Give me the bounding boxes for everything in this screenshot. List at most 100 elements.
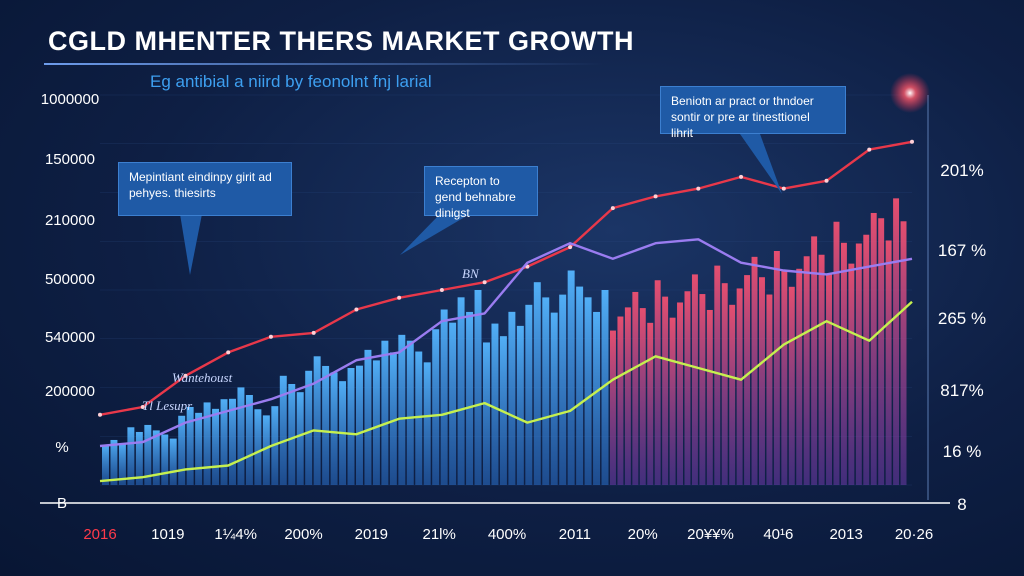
series-point — [696, 186, 701, 191]
left-tick-label: % — [55, 439, 68, 456]
left-tick-label: B — [57, 495, 67, 512]
bar-pink — [721, 283, 728, 485]
bar-blue — [576, 286, 584, 485]
bar-blue — [491, 323, 499, 485]
bar-pink — [677, 302, 683, 485]
series-line-red — [99, 140, 913, 416]
series-point — [268, 334, 273, 339]
bar-pink — [870, 212, 877, 485]
bar-blue — [508, 311, 516, 485]
callout-pointer-2 — [400, 214, 470, 255]
bar-blue — [356, 365, 363, 485]
bar-pink — [781, 269, 788, 485]
bar-blue — [381, 340, 389, 485]
callout-pointer-3 — [740, 134, 782, 194]
bar-blue — [584, 297, 592, 485]
bar-pink — [811, 236, 818, 485]
bar-blue — [542, 297, 550, 485]
bar-pink — [840, 242, 847, 485]
series-point — [610, 206, 615, 211]
x-tick-label: 21l% — [422, 526, 455, 543]
bar-blue — [593, 311, 601, 485]
series-point — [781, 186, 786, 191]
series-point — [910, 139, 914, 144]
bar-blue — [178, 415, 186, 485]
bar-blue — [516, 325, 524, 485]
series-point — [482, 280, 487, 285]
bar-blue — [567, 270, 575, 485]
callout-box-2: Recepton to gend behnabre dinigst — [424, 166, 538, 220]
right-tick-label: 265 % — [938, 309, 986, 328]
series-point — [867, 147, 872, 152]
bar-blue — [152, 430, 160, 485]
x-tick-label: 20¥¥% — [687, 526, 734, 543]
series-point — [439, 288, 444, 292]
bar-pink — [632, 291, 639, 485]
bar-blue — [398, 334, 406, 485]
bar-blue — [144, 424, 152, 485]
bar-pink — [833, 221, 840, 485]
chart-lines — [98, 139, 914, 483]
series-point — [397, 295, 402, 300]
bar-pink — [863, 234, 870, 485]
chart-bars — [102, 198, 907, 486]
x-tick-label: 40¹6 — [763, 526, 793, 543]
left-tick-label: 210000 — [45, 212, 95, 229]
x-tick-label: 200% — [284, 526, 322, 543]
chart-title: CGLD MHENTER THERS MARKET GROWTH — [48, 26, 634, 56]
bar-blue — [110, 439, 118, 485]
bar-pink — [803, 256, 810, 485]
bar-blue — [457, 297, 465, 485]
bar-blue — [127, 427, 135, 485]
series-point — [311, 330, 316, 335]
bar-blue — [169, 438, 177, 485]
bar-blue — [474, 290, 482, 485]
bar-blue — [186, 407, 194, 485]
right-tick-label: 817% — [940, 381, 983, 400]
bar-blue — [254, 409, 262, 485]
left-tick-label: 500000 — [45, 271, 95, 288]
bar-pink — [818, 254, 825, 485]
bar-pink — [647, 322, 654, 485]
chart-subtitle: Eg antibial a niird by feonolnt fnj lari… — [150, 72, 432, 91]
bar-blue — [525, 304, 533, 485]
series-point — [183, 373, 188, 378]
bar-blue — [372, 360, 380, 485]
bar-blue — [559, 294, 567, 485]
bar-pink — [610, 330, 616, 485]
bar-blue — [432, 329, 440, 485]
bar-pink — [848, 263, 855, 485]
right-tick-label: 201% — [940, 161, 983, 180]
x-tick-label: 1¼4% — [214, 526, 257, 543]
bar-blue — [330, 372, 338, 485]
bar-blue — [415, 351, 423, 485]
bar-blue — [305, 370, 313, 485]
bar-blue — [483, 342, 490, 485]
left-tick-label: 200000 — [45, 383, 95, 400]
bar-blue — [102, 445, 109, 485]
bar-pink — [744, 275, 751, 485]
chart-axes: 2016 1019 1¼4% 200% 2019 21l% 400% 2011 20% 20¥¥%… — [40, 91, 986, 543]
bar-blue — [322, 365, 330, 485]
annotation-bn: BN — [462, 266, 479, 281]
bar-pink — [885, 240, 892, 485]
bar-blue — [347, 368, 355, 485]
bar-blue — [195, 412, 203, 485]
left-tick-label: 540000 — [45, 329, 95, 346]
callout-pointer-1 — [180, 214, 202, 275]
bar-pink — [691, 274, 698, 485]
bar-pink — [736, 288, 743, 485]
series-point — [653, 194, 658, 199]
x-tick-label: 20·26 — [895, 526, 933, 543]
bar-pink — [855, 243, 862, 485]
bar-blue — [440, 309, 448, 485]
bar-pink — [624, 307, 631, 485]
series-point — [568, 245, 573, 250]
series-line-purple — [99, 238, 913, 448]
title-underline — [44, 63, 604, 65]
bar-pink — [699, 294, 706, 485]
bar-pink — [878, 218, 885, 486]
bar-pink — [684, 291, 691, 485]
bar-blue — [212, 408, 220, 485]
